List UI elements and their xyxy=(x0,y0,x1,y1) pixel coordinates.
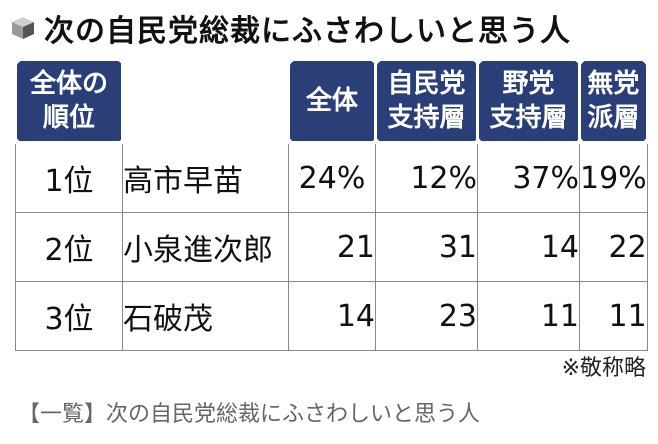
value-independents: 19% xyxy=(579,142,648,213)
value-ldp-supporters: 31 xyxy=(375,212,478,282)
title-text: 次の自民党総裁にふさわしいと思う人 xyxy=(44,14,571,49)
header-row: 全体の 順位 全体 自民党 支持層 野党 支持層 無党 派層 xyxy=(14,58,649,144)
name-header xyxy=(121,58,290,144)
column-header-ldp-supporters: 自民党 支持層 xyxy=(374,58,479,144)
rank-cell: 2位 xyxy=(15,212,123,282)
value-ldp-supporters: 12% xyxy=(375,142,478,213)
rank-cell: 1位 xyxy=(15,142,123,213)
column-header-opposition-supporters: 野党 支持層 xyxy=(476,58,581,144)
poll-table: 全体の 順位 全体 自民党 支持層 野党 支持層 無党 派層 1位 高市早苗 2… xyxy=(14,58,649,351)
page-title: 次の自民党総裁にふさわしいと思う人 xyxy=(10,6,571,50)
table-row: 2位 小泉進次郎 21 31 14 22 xyxy=(15,212,648,282)
cube-icon xyxy=(12,17,34,39)
rank-header: 全体の 順位 xyxy=(14,58,124,144)
candidate-name: 石破茂 xyxy=(122,281,289,351)
rank-cell: 3位 xyxy=(15,281,123,351)
value-independents: 11 xyxy=(579,281,648,351)
value-independents: 22 xyxy=(579,212,648,282)
column-header-all: 全体 xyxy=(287,58,377,144)
value-ldp-supporters: 23 xyxy=(375,281,478,351)
caption: 【一覧】次の自民党総裁にふさわしいと思う人 xyxy=(18,402,481,427)
value-opposition-supporters: 14 xyxy=(477,212,580,282)
footnote: ※敬称略 xyxy=(561,356,646,381)
candidate-name: 小泉進次郎 xyxy=(122,212,289,282)
table-row: 1位 高市早苗 24% 12% 37% 19% xyxy=(15,142,648,213)
table-row: 3位 石破茂 14 23 11 11 xyxy=(15,281,648,351)
value-opposition-supporters: 11 xyxy=(477,281,580,351)
column-header-independents: 無党 派層 xyxy=(578,58,649,144)
value-all: 14 xyxy=(288,281,376,351)
value-all: 21 xyxy=(288,212,376,282)
value-all: 24% xyxy=(288,142,376,213)
value-opposition-supporters: 37% xyxy=(477,142,580,213)
candidate-name: 高市早苗 xyxy=(122,142,289,213)
